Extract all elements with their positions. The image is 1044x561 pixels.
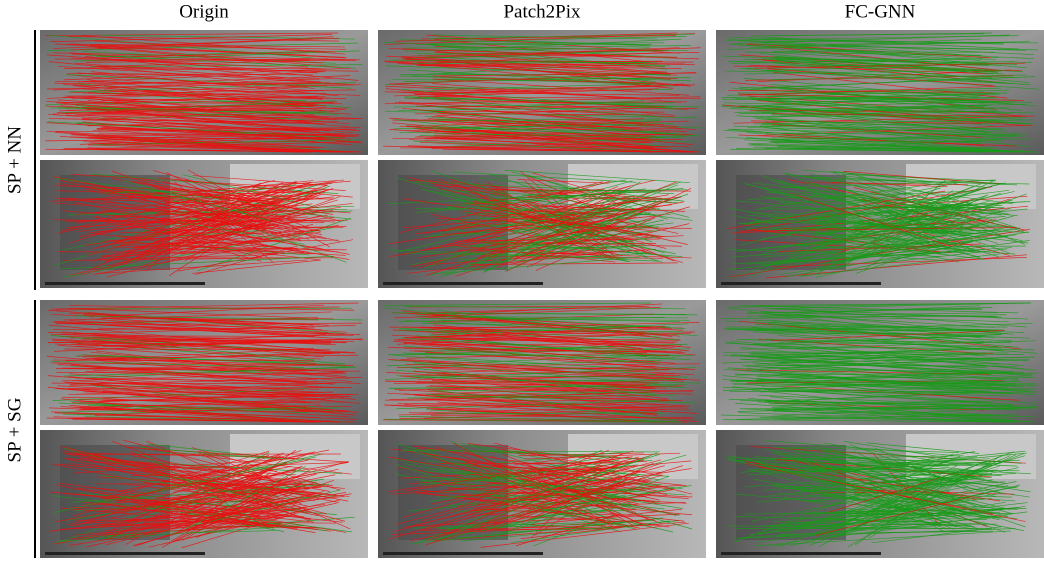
image-panel [40,300,368,427]
image-panel [378,160,706,290]
column-header: Origin [179,1,229,22]
image-panel [378,430,706,560]
ground-line [383,282,543,285]
image-panel [716,430,1044,560]
image-panel [378,30,706,157]
image-panel [40,30,368,157]
image-panel [40,160,368,290]
ground-line [721,282,881,285]
column-header: Patch2Pix [503,1,581,22]
image-panel [378,300,706,427]
ground-line [45,552,205,555]
row-label: SP + SG [4,397,25,462]
ground-line [45,282,205,285]
image-panel [40,430,368,560]
page: Origin Patch2Pix FC-GNN SP + NN SP + SG … [0,0,1044,561]
column-header: FC-GNN [845,1,916,22]
image-panel [716,300,1044,427]
image-panel [716,160,1044,290]
image-panel [716,30,1044,157]
row-label: SP + NN [4,126,25,194]
ground-line [383,552,543,555]
figure: Origin Patch2Pix FC-GNN SP + NN SP + SG [0,0,1044,561]
ground-line [721,552,881,555]
